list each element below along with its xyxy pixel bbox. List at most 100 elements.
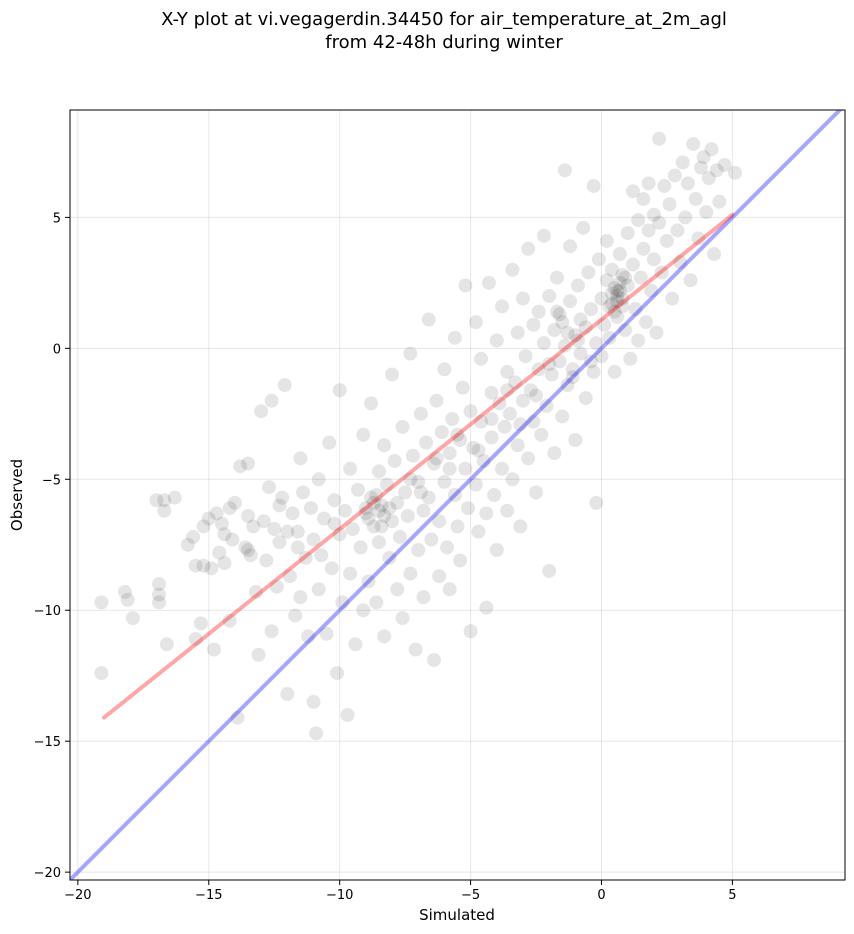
scatter-point-172 [510, 325, 525, 340]
scatter-point-245 [636, 241, 651, 256]
scatter-point-73 [327, 493, 342, 508]
scatter-point-246 [639, 315, 654, 330]
scatter-point-59 [296, 485, 311, 500]
scatter-point-306 [429, 451, 444, 466]
scatter-point-193 [547, 323, 562, 337]
chart-title-line-2: from 42-48h during winter [325, 32, 563, 53]
scatter-point-40 [254, 404, 269, 419]
scatter-point-162 [492, 396, 507, 411]
scatter-point-258 [662, 197, 677, 212]
scatter-point-147 [466, 440, 481, 455]
scatter-point-277 [712, 194, 727, 209]
scatter-point-177 [518, 349, 533, 364]
scatter-point-139 [453, 433, 468, 447]
scatter-point-318 [565, 370, 580, 385]
scatter-point-51 [280, 524, 295, 539]
scatter-point-87 [356, 603, 371, 618]
scatter-point-5 [149, 493, 164, 508]
scatter-point-4 [125, 611, 140, 626]
scatter-point-292 [377, 508, 392, 523]
scatter-point-28 [222, 613, 237, 628]
scatter-point-114 [408, 642, 423, 657]
scatter-point-233 [615, 291, 630, 306]
scatter-point-29 [225, 532, 240, 547]
scatter-point-135 [445, 412, 460, 427]
scatter-point-155 [479, 506, 494, 521]
scatter-point-52 [280, 687, 295, 702]
scatter-point-256 [657, 178, 672, 193]
scatter-point-213 [581, 265, 596, 280]
scatter-point-72 [324, 561, 339, 576]
scatter-point-153 [476, 453, 491, 468]
scatter-point-140 [453, 553, 468, 568]
scatter-point-69 [316, 511, 331, 526]
scatter-point-166 [500, 503, 515, 518]
scatter-point-224 [599, 233, 614, 248]
scatter-point-297 [374, 519, 389, 534]
grid-lines [70, 110, 845, 880]
scatter-point-130 [437, 474, 452, 489]
scatter-point-319 [586, 364, 601, 379]
scatter-point-222 [597, 317, 612, 332]
scatter-point-309 [290, 524, 305, 539]
scatter-point-216 [586, 178, 601, 193]
scatter-point-204 [565, 362, 580, 377]
scatter-point-243 [633, 270, 648, 285]
scatter-point-301 [542, 357, 557, 372]
scatter-point-159 [487, 488, 502, 502]
scatter-point-61 [301, 629, 316, 644]
scatter-point-56 [290, 540, 305, 555]
scatter-point-49 [275, 490, 290, 505]
scatter-point-127 [432, 514, 447, 529]
scatter-point-154 [479, 600, 494, 615]
scatter-point-161 [489, 543, 504, 557]
scatter-point-50 [277, 378, 292, 392]
scatter-point-156 [481, 275, 496, 290]
scatter-point-143 [458, 278, 473, 293]
x-tick-label-0: −20 [64, 888, 91, 903]
scatter-point-254 [652, 215, 667, 230]
scatter-point-182 [526, 414, 541, 429]
scatter-point-184 [531, 304, 546, 319]
scatter-point-207 [570, 278, 585, 293]
scatter-point-48 [272, 535, 287, 550]
scatter-point-239 [625, 184, 640, 199]
scatter-point-46 [267, 522, 282, 537]
scatter-point-158 [484, 430, 499, 445]
scatter-point-262 [673, 254, 688, 269]
scatter-point-311 [241, 543, 256, 557]
scatter-point-13 [180, 537, 195, 552]
scatter-point-105 [390, 495, 405, 510]
scatter-point-287 [610, 294, 625, 309]
scatter-point-19 [196, 558, 211, 573]
scatter-point-209 [573, 312, 588, 327]
scatter-point-192 [544, 367, 559, 382]
scatter-point-43 [261, 480, 276, 495]
x-tick-label-1: −15 [195, 888, 222, 903]
scatter-point-79 [340, 708, 355, 722]
scatter-point-102 [385, 367, 400, 382]
scatter-point-280 [607, 304, 622, 319]
scatter-point-160 [489, 333, 504, 348]
scatter-point-250 [646, 207, 661, 222]
scatter-point-18 [196, 519, 211, 534]
scatter-point-53 [282, 569, 297, 584]
scatter-point-142 [458, 461, 473, 476]
scatter-point-296 [358, 506, 373, 521]
scatter-point-282 [612, 275, 627, 290]
scatter-point-151 [474, 414, 489, 429]
y-tick-label-5: 5 [53, 211, 61, 226]
scatter-point-21 [204, 561, 219, 576]
scatter-point-305 [450, 427, 465, 442]
scatter-point-293 [361, 511, 376, 526]
scatter-point-74 [330, 666, 345, 681]
scatter-point-136 [447, 488, 462, 502]
scatter-point-58 [293, 590, 308, 605]
scatter-point-218 [589, 495, 604, 510]
scatter-point-171 [508, 375, 523, 390]
scatter-point-273 [701, 171, 716, 186]
scatter-point-138 [450, 519, 465, 534]
scatter-point-116 [411, 543, 426, 557]
scatter-point-264 [678, 210, 693, 225]
scatter-point-157 [484, 385, 499, 400]
